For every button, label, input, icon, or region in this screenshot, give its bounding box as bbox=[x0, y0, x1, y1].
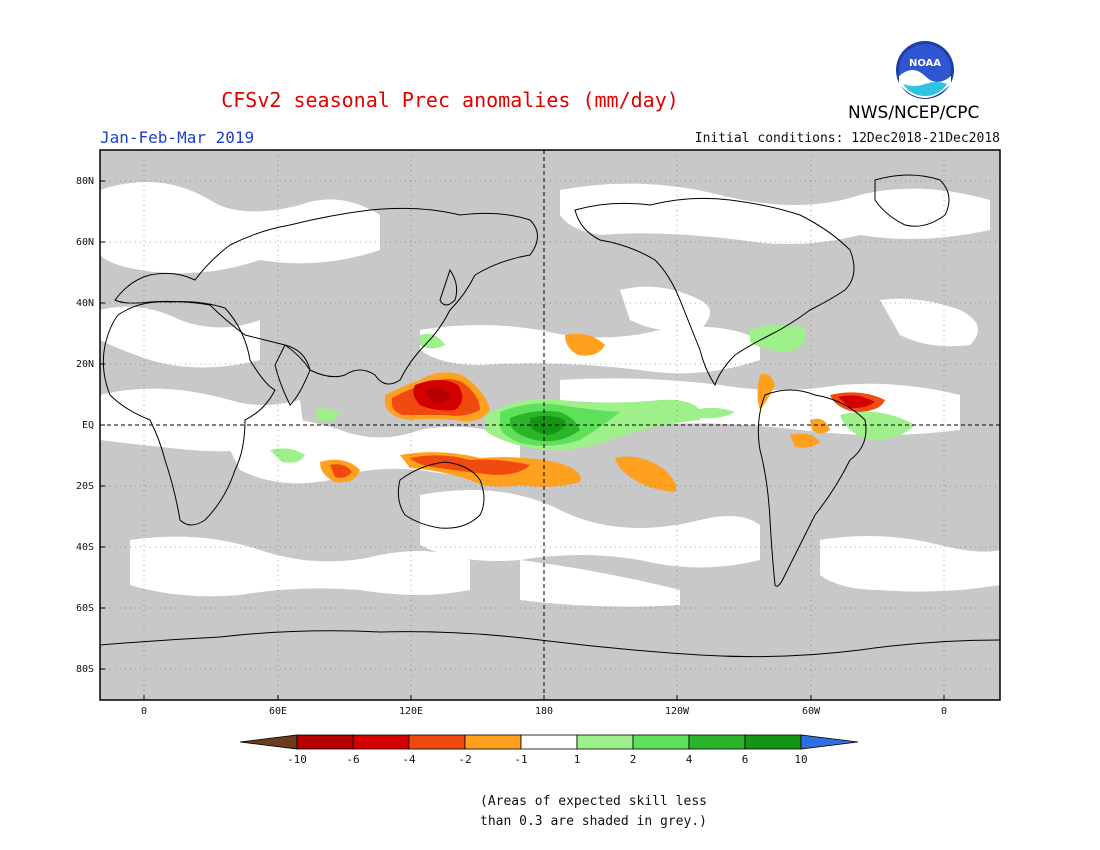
colorbar-segment bbox=[408, 734, 466, 750]
footnote: (Areas of expected skill less than 0.3 a… bbox=[480, 792, 707, 832]
logo-text: NOAA bbox=[909, 58, 941, 69]
footnote-line-2: than 0.3 are shaded in grey.) bbox=[480, 814, 707, 829]
colorbar-segment bbox=[576, 734, 634, 750]
negative-anomalies bbox=[320, 333, 885, 492]
lon-label: 60E bbox=[269, 706, 287, 717]
lon-label: 180 bbox=[535, 706, 553, 717]
lon-label: 0 bbox=[141, 706, 147, 717]
lat-label: 20S bbox=[76, 481, 94, 492]
colorbar-label: -4 bbox=[402, 753, 416, 766]
colorbar-segment bbox=[296, 734, 354, 750]
noaa-logo: NOAA bbox=[896, 41, 954, 99]
antarctica-outline bbox=[99, 630, 1001, 658]
colorbar-segment bbox=[352, 734, 410, 750]
initial-conditions: Initial conditions: 12Dec2018-21Dec2018 bbox=[694, 131, 1000, 146]
colorbar-label: -10 bbox=[287, 753, 307, 766]
colorbar-label: 2 bbox=[630, 753, 637, 766]
europe-asia-outline bbox=[114, 207, 538, 385]
latitude-labels: 80N 60N 40N 20N EQ 20S 40S 60S 80S bbox=[76, 176, 105, 675]
australia-outline bbox=[397, 461, 485, 529]
colorbar-segment bbox=[688, 734, 746, 750]
greenland-outline bbox=[874, 174, 950, 227]
africa-outline bbox=[102, 301, 276, 526]
longitude-labels: 0 60E 120E 180 120W 60W 0 bbox=[141, 695, 947, 717]
lat-label: EQ bbox=[82, 420, 94, 431]
lat-label: 60N bbox=[76, 237, 94, 248]
lon-label: 120E bbox=[399, 706, 423, 717]
north-america-outline bbox=[574, 197, 855, 387]
lat-label: 60S bbox=[76, 603, 94, 614]
india-outline bbox=[274, 344, 311, 406]
lat-label: 40S bbox=[76, 542, 94, 553]
lon-label: 120W bbox=[665, 706, 690, 717]
colorbar-low-arrow bbox=[239, 734, 298, 750]
colorbar-segment bbox=[744, 734, 802, 750]
colorbar-label: -2 bbox=[458, 753, 471, 766]
coastlines bbox=[99, 174, 1001, 658]
agency-label: NWS/NCEP/CPC bbox=[848, 103, 980, 123]
lon-label: 0 bbox=[941, 706, 947, 717]
footnote-line-1: (Areas of expected skill less bbox=[480, 794, 707, 809]
gridlines bbox=[100, 150, 1000, 700]
colorbar-segment bbox=[520, 734, 578, 750]
colorbar-label: 6 bbox=[742, 753, 749, 766]
colorbar-label: 1 bbox=[574, 753, 581, 766]
colorbar-label: 10 bbox=[794, 753, 807, 766]
colorbar-label: -1 bbox=[514, 753, 527, 766]
map-title: CFSv2 seasonal Prec anomalies (mm/day) bbox=[221, 88, 679, 112]
colorbar-segment bbox=[464, 734, 522, 750]
lat-label: 80N bbox=[76, 176, 94, 187]
colorbar-label: -6 bbox=[346, 753, 359, 766]
colorbar-high-arrow bbox=[800, 734, 859, 750]
lat-label: 20N bbox=[76, 359, 94, 370]
lon-label: 60W bbox=[802, 706, 821, 717]
forecast-period: Jan-Feb-Mar 2019 bbox=[100, 128, 255, 147]
colorbar-label: 4 bbox=[686, 753, 693, 766]
japan-outline bbox=[439, 268, 458, 306]
colorbar: -10 -6 -4 -2 -1 1 2 4 6 10 bbox=[239, 734, 859, 766]
south-america-outline bbox=[757, 389, 867, 587]
lat-label: 80S bbox=[76, 664, 94, 675]
colorbar-segment bbox=[632, 734, 690, 750]
lat-label: 40N bbox=[76, 298, 94, 309]
